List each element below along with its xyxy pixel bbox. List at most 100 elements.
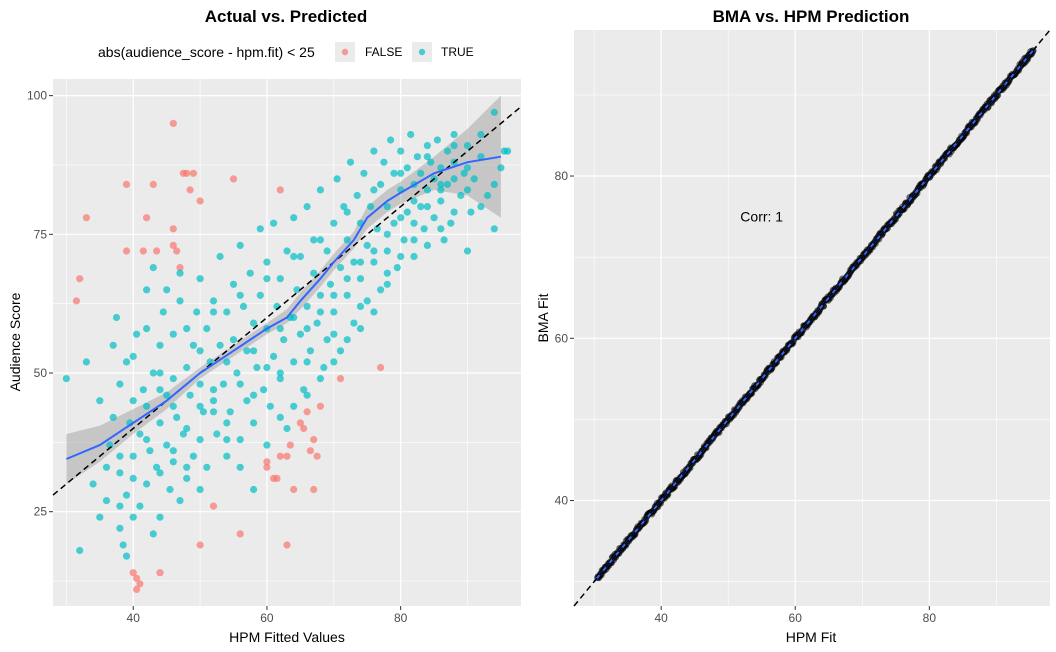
- point-false: [313, 452, 321, 460]
- left-y-tick-label: 75: [34, 227, 48, 241]
- point-true: [156, 513, 164, 521]
- point-false: [303, 408, 311, 416]
- point-true: [209, 386, 218, 394]
- point-false: [196, 197, 204, 205]
- right-gridlines: [574, 30, 1050, 606]
- point-true: [467, 208, 475, 216]
- point-true: [176, 269, 184, 277]
- point-true: [397, 147, 405, 155]
- point-true: [116, 452, 124, 460]
- left-y-tick-label: 50: [34, 366, 48, 380]
- point-true: [156, 419, 164, 427]
- point-true: [423, 186, 431, 194]
- point-true: [149, 369, 157, 377]
- point-true: [330, 219, 338, 227]
- point-true: [82, 358, 90, 366]
- point-false: [129, 569, 137, 577]
- point-true: [440, 236, 448, 244]
- right-chart-title: BMA vs. HPM Prediction: [713, 7, 910, 26]
- point-false: [186, 186, 194, 194]
- point-true: [316, 308, 324, 316]
- point-false: [169, 119, 177, 127]
- point-true: [290, 214, 298, 222]
- point-true: [326, 280, 335, 288]
- point-true: [169, 330, 177, 338]
- point-false: [72, 297, 80, 305]
- point-false: [133, 574, 141, 582]
- point-true: [356, 258, 365, 266]
- point-true: [263, 363, 271, 372]
- point-true: [430, 214, 438, 222]
- point-true: [356, 325, 365, 333]
- point-true: [463, 186, 472, 194]
- point-true: [156, 369, 164, 377]
- legend-title: abs(audience_score - hpm.fit) < 25: [98, 44, 315, 60]
- point-true: [463, 247, 472, 255]
- point-true: [437, 186, 445, 194]
- point-false: [336, 375, 345, 383]
- point-false: [263, 463, 271, 471]
- point-true: [116, 502, 124, 510]
- right-y-tick-label: 80: [555, 169, 569, 183]
- legend-key-false: [341, 48, 349, 56]
- point-true: [290, 313, 298, 322]
- point-true: [226, 408, 234, 416]
- point-true: [116, 380, 124, 388]
- point-false: [377, 363, 385, 372]
- point-true: [330, 330, 338, 338]
- point-true: [370, 147, 378, 155]
- point-true: [373, 225, 381, 233]
- point-true: [380, 158, 388, 166]
- point-true: [356, 302, 365, 310]
- legend-label-true: TRUE: [441, 45, 474, 59]
- point-true: [443, 180, 452, 188]
- point-true: [229, 280, 238, 288]
- left-x-tick-label: 80: [394, 611, 408, 625]
- right-y-tick-label: 40: [555, 494, 569, 508]
- point-true: [270, 352, 278, 360]
- point-true: [263, 258, 271, 266]
- right-axis-ticks: 40 60 80 40 60 80: [555, 169, 937, 625]
- point-true: [350, 319, 358, 327]
- point-true: [236, 291, 244, 299]
- point-true: [423, 142, 431, 150]
- point-true: [383, 230, 391, 238]
- point-true: [336, 264, 345, 272]
- left-y-axis-label: Audience Score: [7, 292, 23, 391]
- point-true: [236, 436, 244, 444]
- point-true: [263, 441, 271, 449]
- point-true: [316, 291, 324, 299]
- point-true: [216, 252, 224, 261]
- point-true: [463, 164, 472, 172]
- point-true: [310, 269, 318, 277]
- point-false: [310, 436, 318, 444]
- point-true: [270, 219, 278, 227]
- left-axis-ticks: 40 60 80 25 50 75 100: [27, 89, 408, 625]
- point-true: [233, 369, 241, 377]
- right-reference-line: [573, 29, 1051, 607]
- point-true: [336, 347, 345, 355]
- point-true: [169, 447, 177, 455]
- point-true: [320, 363, 328, 372]
- legend-label-false: FALSE: [365, 45, 402, 59]
- point-true: [330, 358, 338, 366]
- point-true: [250, 391, 258, 399]
- point-true: [116, 524, 124, 532]
- point-true: [229, 336, 238, 344]
- point-true: [250, 485, 258, 494]
- point-false: [139, 247, 147, 255]
- point-true: [256, 225, 264, 233]
- point-true: [316, 186, 324, 194]
- point-true: [477, 203, 485, 211]
- point-true: [437, 197, 445, 205]
- point-true: [96, 397, 104, 405]
- point-true: [260, 386, 268, 394]
- point-true: [316, 236, 324, 244]
- point-true: [343, 236, 351, 244]
- point-true: [183, 363, 191, 372]
- point-true: [122, 552, 131, 560]
- point-true: [236, 463, 244, 471]
- point-true: [112, 313, 121, 322]
- point-true: [417, 169, 425, 177]
- left-x-tick-label: 40: [127, 611, 141, 625]
